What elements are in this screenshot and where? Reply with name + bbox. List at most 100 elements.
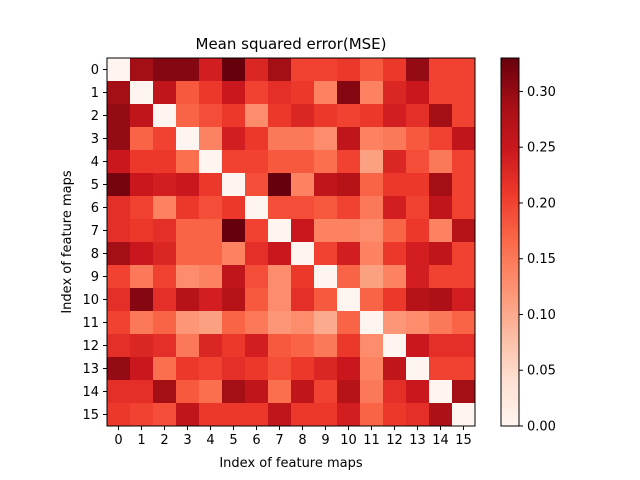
heatmap-cell bbox=[429, 311, 453, 335]
heatmap-cell bbox=[222, 104, 246, 128]
heatmap-cell bbox=[337, 265, 361, 289]
heatmap-cell bbox=[107, 196, 131, 220]
heatmap-cell bbox=[245, 265, 269, 289]
heatmap-cell bbox=[268, 334, 292, 358]
heatmap-cell bbox=[360, 104, 384, 128]
heatmap-cell bbox=[337, 58, 361, 82]
heatmap-cell bbox=[130, 265, 154, 289]
colorbar-tick-label: 0.20 bbox=[527, 196, 556, 211]
heatmap-cell bbox=[153, 357, 177, 381]
heatmap-cell bbox=[291, 196, 315, 220]
heatmap-cell bbox=[429, 196, 453, 220]
y-tick-label: 4 bbox=[91, 155, 99, 170]
heatmap-cell bbox=[429, 219, 453, 243]
heatmap-cell bbox=[291, 127, 315, 151]
heatmap-cell bbox=[314, 81, 338, 105]
heatmap-cell bbox=[130, 288, 154, 312]
heatmap-cell bbox=[107, 58, 131, 82]
colorbar-tick-label: 0.30 bbox=[527, 85, 556, 100]
heatmap-cell bbox=[268, 380, 292, 404]
heatmap-cell bbox=[337, 173, 361, 197]
heatmap-cell bbox=[452, 219, 476, 243]
heatmap-cell bbox=[406, 242, 430, 266]
x-tick-label: 5 bbox=[229, 433, 237, 448]
heatmap-cell bbox=[337, 334, 361, 358]
y-tick-label: 13 bbox=[82, 362, 99, 377]
heatmap-cell bbox=[222, 127, 246, 151]
heatmap-cell bbox=[107, 403, 131, 427]
heatmap-cell bbox=[268, 219, 292, 243]
heatmap-cell bbox=[268, 127, 292, 151]
heatmap-cell bbox=[130, 81, 154, 105]
heatmap-cell bbox=[429, 81, 453, 105]
heatmap-cell bbox=[153, 219, 177, 243]
heatmap-cell bbox=[176, 104, 200, 128]
heatmap-cells bbox=[107, 58, 476, 427]
heatmap-cell bbox=[406, 219, 430, 243]
y-tick-label: 2 bbox=[91, 109, 99, 124]
heatmap-cell bbox=[130, 357, 154, 381]
heatmap-cell bbox=[452, 403, 476, 427]
heatmap-cell bbox=[199, 173, 223, 197]
heatmap-cell bbox=[245, 127, 269, 151]
x-tick-label: 12 bbox=[386, 433, 403, 448]
heatmap-cell bbox=[337, 288, 361, 312]
heatmap-cell bbox=[268, 403, 292, 427]
heatmap-cell bbox=[429, 173, 453, 197]
heatmap-cell bbox=[360, 403, 384, 427]
heatmap-cell bbox=[130, 380, 154, 404]
heatmap-cell bbox=[314, 127, 338, 151]
heatmap-cell bbox=[130, 150, 154, 174]
heatmap-cell bbox=[406, 334, 430, 358]
heatmap-cell bbox=[130, 58, 154, 82]
heatmap-cell bbox=[337, 357, 361, 381]
colorbar-tick-label: 0.10 bbox=[527, 308, 556, 323]
heatmap-cell bbox=[291, 242, 315, 266]
x-axis-ticks: 0 1 2 3 4 5 6 7 8 9 10 11 12 13 14 15 bbox=[114, 426, 472, 448]
x-tick-label: 0 bbox=[114, 433, 122, 448]
heatmap-cell bbox=[406, 81, 430, 105]
y-tick-label: 7 bbox=[91, 224, 99, 239]
x-tick-label: 6 bbox=[252, 433, 260, 448]
heatmap-cell bbox=[245, 357, 269, 381]
heatmap-cell bbox=[153, 58, 177, 82]
heatmap-cell bbox=[107, 81, 131, 105]
heatmap-cell bbox=[199, 219, 223, 243]
heatmap-cell bbox=[452, 81, 476, 105]
heatmap-cell bbox=[383, 150, 407, 174]
heatmap-cell bbox=[176, 58, 200, 82]
heatmap-cell bbox=[153, 403, 177, 427]
heatmap-cell bbox=[291, 104, 315, 128]
heatmap-cell bbox=[406, 173, 430, 197]
heatmap-cell bbox=[383, 173, 407, 197]
x-tick-label: 4 bbox=[206, 433, 214, 448]
heatmap-cell bbox=[268, 196, 292, 220]
colorbar-tick-label: 0.25 bbox=[527, 141, 556, 156]
heatmap-cell bbox=[130, 311, 154, 335]
heatmap-cell bbox=[130, 127, 154, 151]
colorbar-tick-label: 0.00 bbox=[527, 420, 556, 435]
heatmap-cell bbox=[176, 127, 200, 151]
heatmap-cell bbox=[452, 265, 476, 289]
heatmap-cell bbox=[268, 150, 292, 174]
heatmap-cell bbox=[222, 81, 246, 105]
heatmap-cell bbox=[429, 288, 453, 312]
heatmap-cell bbox=[107, 173, 131, 197]
y-tick-label: 14 bbox=[82, 385, 99, 400]
heatmap-cell bbox=[360, 334, 384, 358]
heatmap-cell bbox=[222, 173, 246, 197]
heatmap-cell bbox=[360, 196, 384, 220]
heatmap-cell bbox=[383, 58, 407, 82]
heatmap-cell bbox=[130, 196, 154, 220]
heatmap-cell bbox=[291, 403, 315, 427]
heatmap-cell bbox=[222, 219, 246, 243]
heatmap-cell bbox=[176, 380, 200, 404]
heatmap-cell bbox=[199, 265, 223, 289]
heatmap-frame bbox=[106, 57, 476, 427]
heatmap-cell bbox=[383, 81, 407, 105]
heatmap-cell bbox=[199, 403, 223, 427]
y-tick-label: 3 bbox=[91, 132, 99, 147]
heatmap-cell bbox=[245, 288, 269, 312]
heatmap-cell bbox=[153, 150, 177, 174]
